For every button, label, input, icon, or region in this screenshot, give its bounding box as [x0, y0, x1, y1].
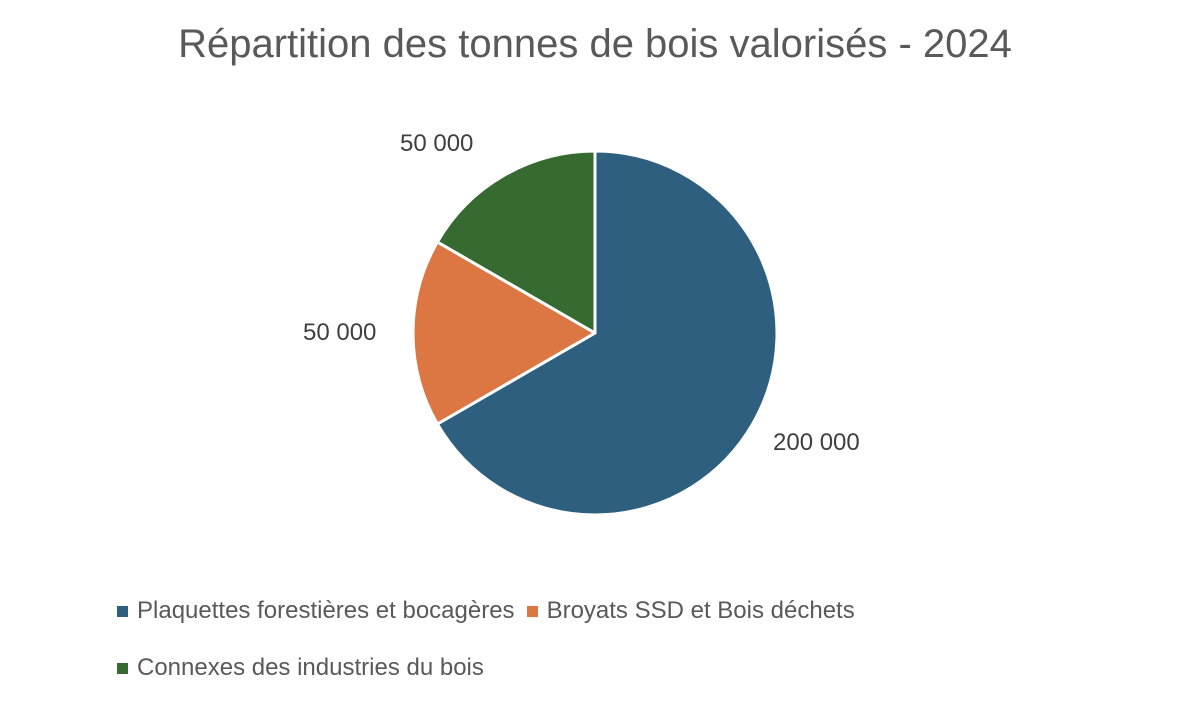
legend-swatch-icon	[117, 662, 128, 674]
legend-label: Connexes des industries du bois	[137, 654, 484, 681]
legend-row-1: Plaquettes forestières et bocagères Broy…	[117, 597, 867, 625]
slice-plaquettes	[435, 149, 779, 517]
legend-swatch-icon	[526, 605, 538, 617]
legend-item-plaquettes: Plaquettes forestières et bocagères	[117, 597, 515, 625]
slice-broyats	[411, 240, 597, 426]
data-label-plaquettes: 200 000	[773, 429, 860, 456]
slice-connexes	[435, 149, 597, 335]
legend-label: Plaquettes forestières et bocagères	[137, 597, 515, 624]
data-label-connexes: 50 000	[400, 130, 474, 157]
pie-slices	[411, 149, 779, 517]
legend-swatch-icon	[117, 605, 128, 617]
legend-item-broyats: Broyats SSD et Bois déchets	[526, 597, 855, 625]
legend-item-connexes: Connexes des industries du bois	[117, 654, 484, 682]
legend-row-2: Connexes des industries du bois	[117, 654, 496, 682]
chart-title: Répartition des tonnes de bois valorisés…	[178, 22, 1012, 66]
legend-label: Broyats SSD et Bois déchets	[546, 597, 855, 624]
data-label-broyats: 50 000	[303, 319, 377, 346]
